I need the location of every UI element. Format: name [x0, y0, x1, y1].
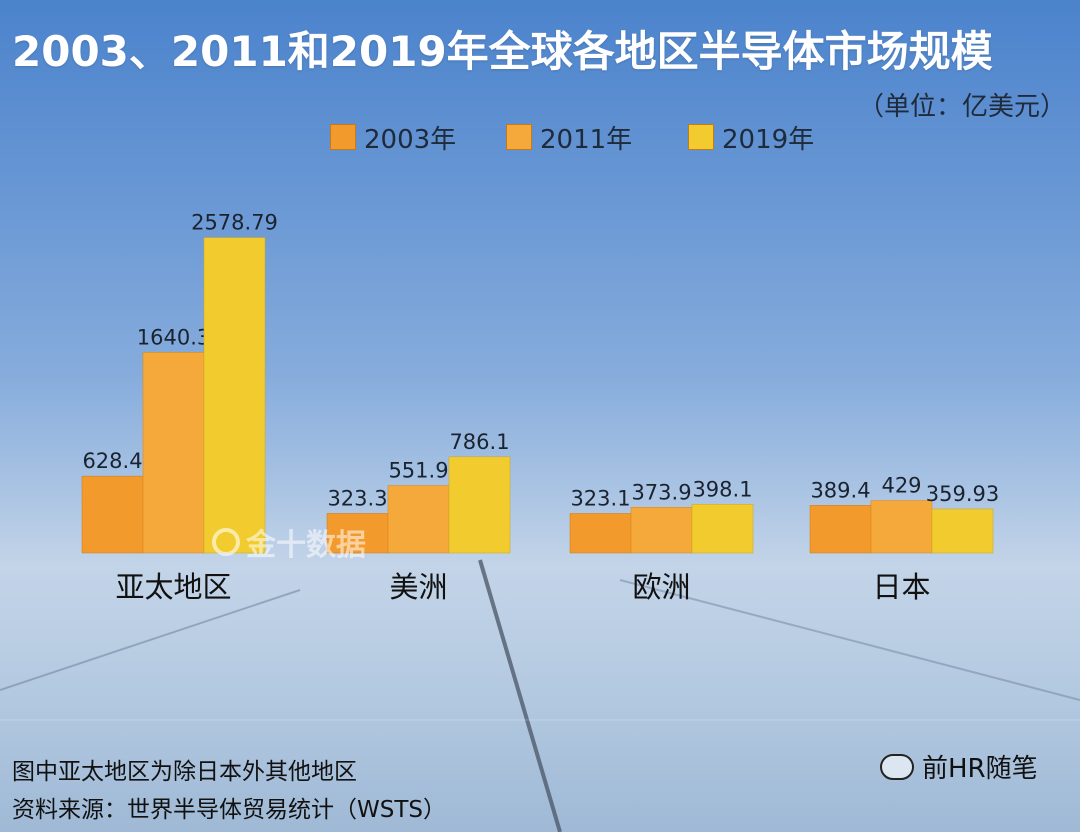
bar-asia-pacific-2003 [81, 475, 144, 554]
data-label-americas-2003: 323.3 [327, 486, 387, 510]
data-label-japan-2003: 389.4 [810, 478, 870, 502]
bar-japan-2011 [870, 500, 933, 554]
watermark: 金十数据 [212, 520, 366, 564]
category-label-japan: 日本 [872, 570, 930, 604]
category-label-europe: 欧洲 [632, 570, 690, 604]
bar-japan-2003 [809, 505, 872, 554]
bar-americas-2003 [326, 513, 389, 554]
wechat-icon [880, 753, 914, 780]
category-label-americas: 美洲 [389, 570, 447, 604]
data-label-asia-pacific-2019: 2578.79 [191, 211, 278, 235]
legend-label-2011: 2011年 [540, 124, 633, 155]
legend-swatch-2003 [330, 124, 356, 150]
data-label-japan-2019: 359.93 [926, 482, 999, 506]
data-label-japan-2011: 429 [881, 474, 921, 498]
data-label-americas-2011: 551.9 [388, 458, 448, 482]
chart-title: 2003、2011和2019年全球各地区半导体市场规模 [12, 27, 993, 76]
bar-asia-pacific-2019 [203, 237, 266, 554]
footer-source: 资料来源：世界半导体贸易统计（WSTS） [12, 797, 446, 823]
unit-label: （单位：亿美元） [857, 92, 1066, 122]
category-label-asia-pacific: 亚太地区 [115, 570, 231, 604]
data-label-asia-pacific-2011: 1640.3 [137, 325, 210, 349]
bar-europe-2011 [630, 507, 693, 554]
watermark-text: 金十数据 [246, 528, 366, 563]
watermark-logo-icon [212, 528, 240, 556]
legend-item-2019: 2019年 [688, 120, 815, 155]
bar-europe-2019 [691, 504, 754, 554]
legend-label-2019: 2019年 [722, 124, 815, 155]
data-label-asia-pacific-2003: 628.4 [82, 449, 142, 473]
data-label-europe-2011: 373.9 [631, 480, 691, 504]
data-label-americas-2019: 786.1 [449, 430, 509, 454]
bar-japan-2019 [931, 508, 994, 554]
legend-swatch-2011 [506, 124, 532, 150]
brand-badge: 前HR随笔 [880, 748, 1038, 785]
bar-asia-pacific-2011 [142, 352, 205, 554]
footer-note: 图中亚太地区为除日本外其他地区 [12, 759, 357, 785]
legend-item-2011: 2011年 [506, 120, 633, 155]
legend-label-2003: 2003年 [364, 124, 457, 155]
bar-europe-2003 [569, 513, 632, 554]
legend-swatch-2019 [688, 124, 714, 150]
brand-text: 前HR随笔 [922, 754, 1038, 784]
data-label-europe-2003: 323.1 [570, 486, 630, 510]
legend-item-2003: 2003年 [330, 120, 457, 155]
bar-americas-2019 [448, 456, 511, 554]
bar-americas-2011 [387, 485, 450, 554]
data-label-europe-2019: 398.1 [692, 477, 752, 501]
